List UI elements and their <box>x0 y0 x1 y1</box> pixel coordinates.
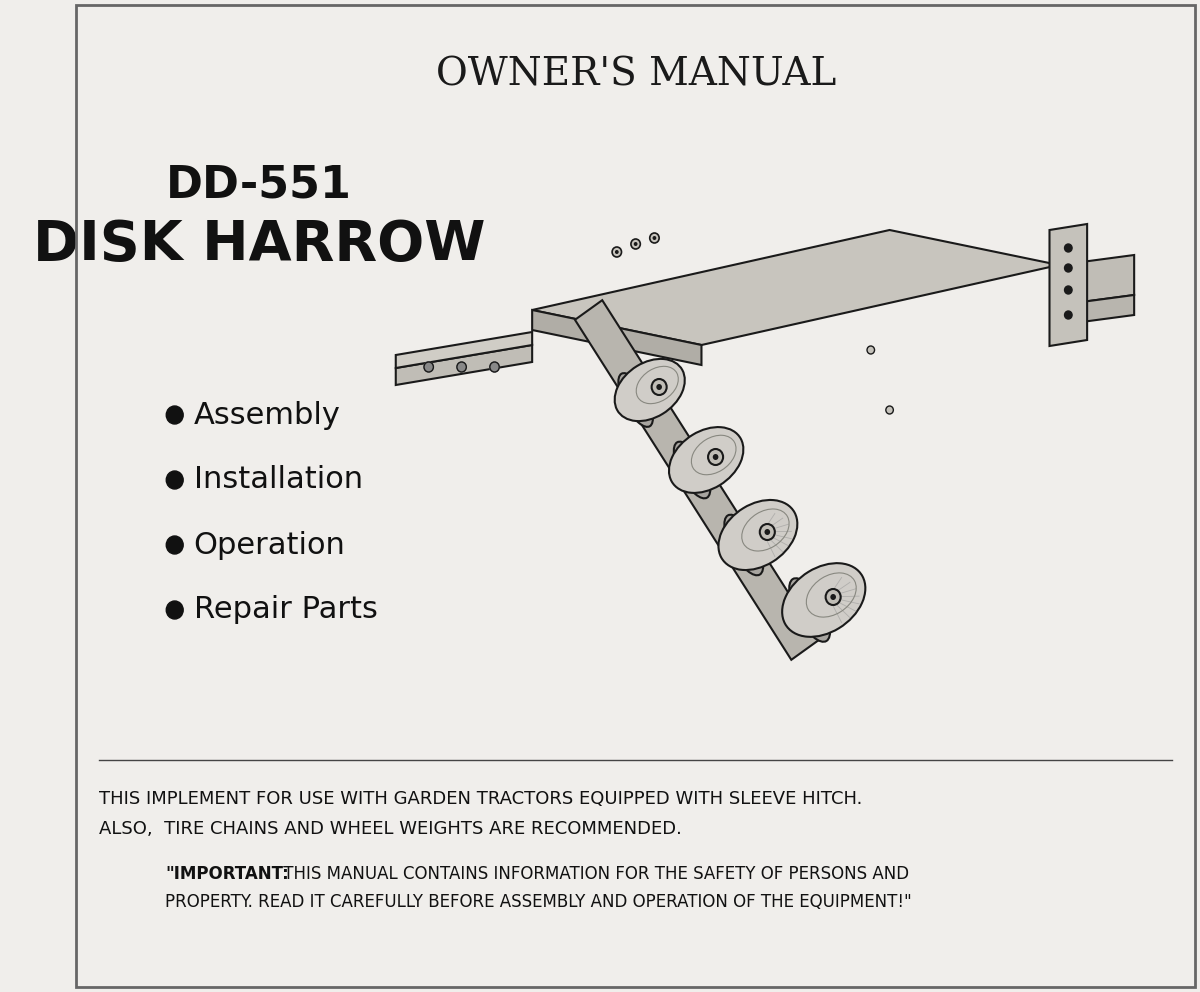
Ellipse shape <box>614 359 685 421</box>
Text: Assembly: Assembly <box>193 401 341 430</box>
Ellipse shape <box>782 563 865 637</box>
Text: DD-551: DD-551 <box>167 164 353 206</box>
Polygon shape <box>575 301 818 660</box>
Circle shape <box>826 589 841 605</box>
Polygon shape <box>396 332 532 368</box>
Ellipse shape <box>618 373 653 427</box>
Circle shape <box>656 384 662 390</box>
Text: Installation: Installation <box>193 465 362 494</box>
Circle shape <box>653 236 656 240</box>
Circle shape <box>764 529 770 535</box>
Circle shape <box>868 346 875 354</box>
Circle shape <box>1064 244 1072 252</box>
Polygon shape <box>1050 224 1087 346</box>
Text: THIS IMPLEMENT FOR USE WITH GARDEN TRACTORS EQUIPPED WITH SLEEVE HITCH.: THIS IMPLEMENT FOR USE WITH GARDEN TRACT… <box>100 790 863 808</box>
Circle shape <box>614 250 619 254</box>
Circle shape <box>612 247 622 257</box>
Text: PROPERTY. READ IT CAREFULLY BEFORE ASSEMBLY AND OPERATION OF THE EQUIPMENT!": PROPERTY. READ IT CAREFULLY BEFORE ASSEM… <box>166 893 912 911</box>
Text: THIS MANUAL CONTAINS INFORMATION FOR THE SAFETY OF PERSONS AND: THIS MANUAL CONTAINS INFORMATION FOR THE… <box>278 865 910 883</box>
Circle shape <box>886 406 893 414</box>
Circle shape <box>490 362 499 372</box>
Circle shape <box>713 454 719 460</box>
Circle shape <box>631 239 641 249</box>
Polygon shape <box>532 230 1058 345</box>
Circle shape <box>457 362 467 372</box>
Ellipse shape <box>719 500 797 570</box>
Circle shape <box>652 379 667 395</box>
Polygon shape <box>396 345 532 385</box>
Circle shape <box>167 471 184 489</box>
Polygon shape <box>532 310 702 365</box>
Circle shape <box>1064 264 1072 272</box>
Circle shape <box>1064 286 1072 294</box>
Text: DISK HARROW: DISK HARROW <box>34 218 486 272</box>
Circle shape <box>167 601 184 619</box>
Circle shape <box>167 406 184 424</box>
Text: OWNER'S MANUAL: OWNER'S MANUAL <box>436 57 835 93</box>
Circle shape <box>649 233 659 243</box>
Ellipse shape <box>668 428 743 493</box>
Ellipse shape <box>725 515 763 575</box>
Text: Operation: Operation <box>193 531 346 559</box>
Text: Repair Parts: Repair Parts <box>193 595 378 625</box>
Ellipse shape <box>674 441 710 498</box>
Circle shape <box>760 524 775 540</box>
Text: ALSO,  TIRE CHAINS AND WHEEL WEIGHTS ARE RECOMMENDED.: ALSO, TIRE CHAINS AND WHEEL WEIGHTS ARE … <box>100 820 683 838</box>
Circle shape <box>424 362 433 372</box>
Polygon shape <box>1058 255 1134 305</box>
Circle shape <box>830 594 836 600</box>
Polygon shape <box>1058 295 1134 325</box>
Circle shape <box>1064 311 1072 319</box>
Text: "IMPORTANT:: "IMPORTANT: <box>166 865 289 883</box>
Circle shape <box>634 242 637 246</box>
Circle shape <box>167 536 184 554</box>
Circle shape <box>708 449 724 465</box>
Ellipse shape <box>790 578 830 642</box>
